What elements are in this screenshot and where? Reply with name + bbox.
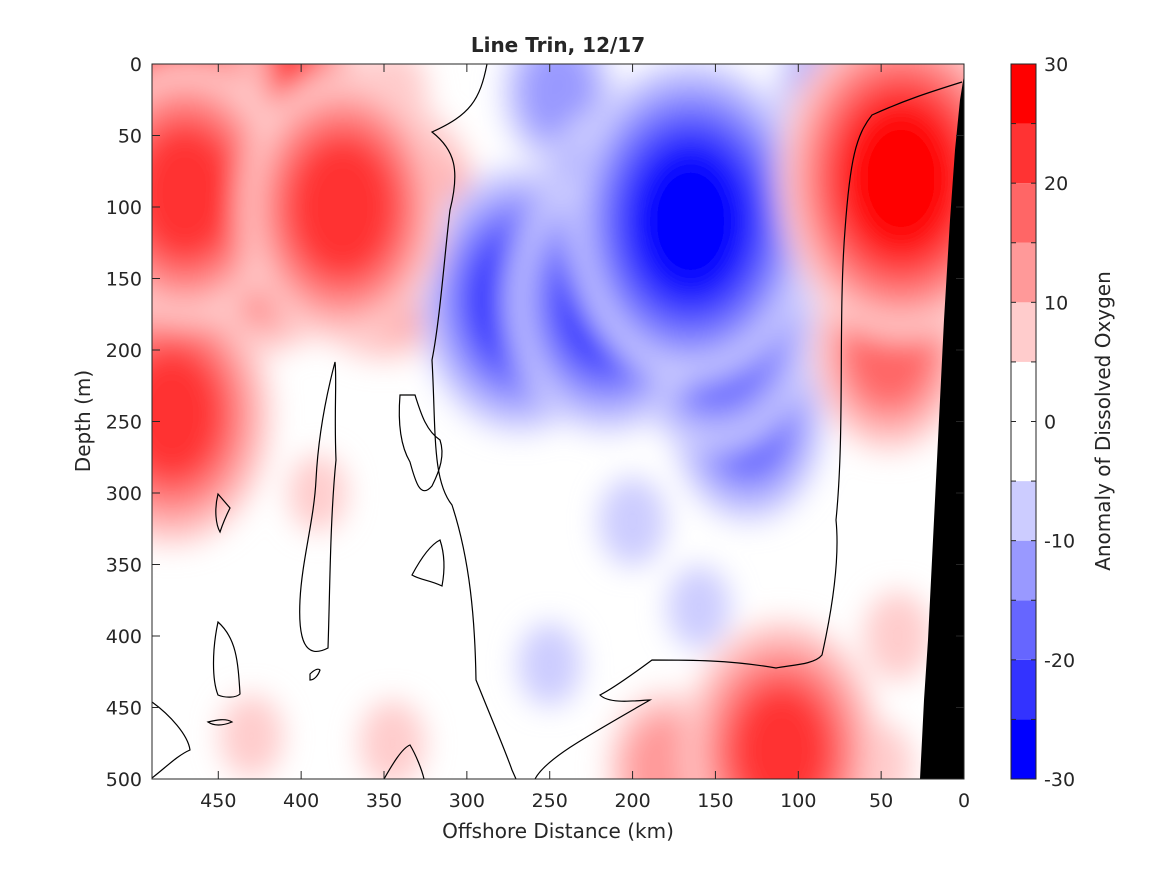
contour-fill-region xyxy=(518,623,582,707)
colorbar-segment xyxy=(1011,183,1036,243)
colorbar-segment xyxy=(1011,421,1036,482)
colorbar-tick-label: -10 xyxy=(1044,531,1075,553)
contour-fill-region xyxy=(152,350,221,479)
x-tick-label: 400 xyxy=(283,790,319,812)
colorbar-tick-label: -20 xyxy=(1044,650,1075,672)
zero-contour-line xyxy=(383,744,425,779)
colorbar-segment xyxy=(1011,242,1036,303)
y-tick-label: 250 xyxy=(106,412,142,434)
bathymetry-mask xyxy=(920,75,964,779)
x-axis-label: Offshore Distance (km) xyxy=(442,819,674,843)
contour-fill-region xyxy=(636,149,745,293)
colorbar-segment xyxy=(1011,302,1036,362)
y-tick-label: 0 xyxy=(130,54,142,76)
y-tick-label: 300 xyxy=(106,483,142,505)
x-tick-label: 450 xyxy=(200,790,236,812)
colorbar-segment xyxy=(1011,64,1036,124)
contour-fill-region xyxy=(152,127,235,259)
x-tick-label: 250 xyxy=(532,790,568,812)
contour-fill-region xyxy=(734,687,830,779)
contour-fills xyxy=(152,64,964,779)
zero-contour-lines xyxy=(152,64,963,779)
colorbar-label: Anomaly of Dissolved Oxygen xyxy=(1091,271,1115,571)
x-tick-label: 0 xyxy=(958,790,970,812)
contour-fill-region xyxy=(667,565,731,649)
contour-fill-region xyxy=(290,138,395,276)
zero-contour-line xyxy=(430,64,517,779)
zero-contour-line xyxy=(299,361,337,653)
contour-fill-region xyxy=(219,694,283,778)
zero-contour-line xyxy=(152,701,191,779)
x-tick-label: 300 xyxy=(449,790,485,812)
contour-fill-region xyxy=(288,454,348,532)
y-tick-label: 400 xyxy=(106,626,142,648)
zero-contour-line xyxy=(212,620,241,698)
zero-contour-line xyxy=(215,492,231,534)
contour-fill-region xyxy=(863,591,932,681)
zero-contour-line xyxy=(206,719,234,726)
colorbar-segment xyxy=(1011,600,1036,660)
contour-fill-region xyxy=(359,700,425,779)
x-tick-label: 100 xyxy=(780,790,816,812)
y-tick-label: 100 xyxy=(106,197,142,219)
x-tick-label: 200 xyxy=(614,790,650,812)
zero-contour-line xyxy=(398,394,443,492)
colorbar: 30 20 10 0 -10 -20 -30 xyxy=(1010,54,1075,791)
y-axis-label: Depth (m) xyxy=(71,370,95,472)
chart-title: Line Trin, 12/17 xyxy=(471,33,645,57)
colorbar-segment xyxy=(1011,719,1036,779)
y-tick-label: 450 xyxy=(106,698,142,720)
x-tick-label: 50 xyxy=(869,790,893,812)
colorbar-frame xyxy=(1010,63,1037,780)
zero-contour-line xyxy=(411,539,445,587)
y-tick-label: 200 xyxy=(106,340,142,362)
colorbar-tick-label: -30 xyxy=(1044,769,1075,791)
zero-contour-line xyxy=(534,81,963,779)
zero-contour-line xyxy=(309,668,321,681)
colorbar-segment xyxy=(1011,481,1036,541)
y-tick-label: 350 xyxy=(106,555,142,577)
colorbar-tick-label: 20 xyxy=(1044,173,1068,195)
y-tick-label: 50 xyxy=(118,126,142,148)
colorbar-segment xyxy=(1011,123,1036,184)
y-axis-ticks: 0 50 100 150 200 250 300 350 400 450 500 xyxy=(106,54,964,791)
colorbar-tick-label: 30 xyxy=(1044,54,1068,76)
colorbar-tick-label: 0 xyxy=(1044,412,1056,434)
contour-fill-region xyxy=(598,477,667,567)
colorbar-segment xyxy=(1011,540,1036,601)
colorbar-segment xyxy=(1011,361,1036,422)
x-tick-label: 150 xyxy=(697,790,733,812)
x-tick-label: 350 xyxy=(366,790,402,812)
colorbar-tick-label: 10 xyxy=(1044,292,1068,314)
y-tick-label: 150 xyxy=(106,269,142,291)
contour-fill-region xyxy=(846,106,956,250)
colorbar-segment xyxy=(1011,659,1036,720)
y-tick-label: 500 xyxy=(106,769,142,791)
x-axis-ticks: 450 400 350 300 250 200 150 100 50 0 xyxy=(200,64,970,812)
